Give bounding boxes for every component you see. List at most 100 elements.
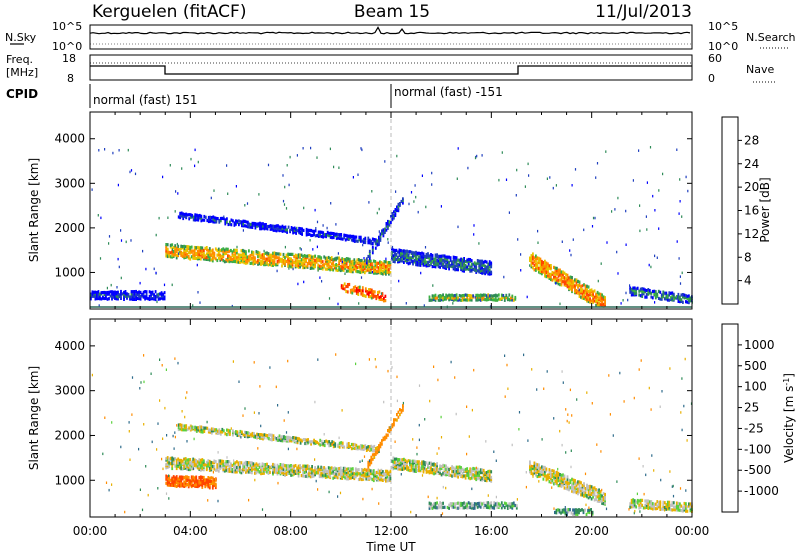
- echo-cell: [627, 298, 629, 302]
- echo-cell: [314, 468, 316, 472]
- echo-cell: [345, 284, 348, 289]
- echo-cell: [662, 295, 665, 299]
- echo-cell: [604, 499, 606, 503]
- echo-cell: [216, 467, 219, 471]
- echo-cell: [257, 260, 259, 264]
- echo-cell: [547, 267, 549, 271]
- echo-cell: [466, 467, 469, 471]
- echo-cell: [369, 265, 372, 269]
- echo-cell: [482, 262, 485, 266]
- echo-cell: [165, 251, 168, 255]
- frequency-panel: Freq. [MHz] 18 8 60 0 Nave: [6, 52, 775, 85]
- echo-cell: [493, 501, 496, 505]
- echo-cell: [574, 278, 576, 282]
- echo-cell: [530, 471, 533, 476]
- echo-cell: [189, 251, 192, 255]
- echo-cell: [581, 296, 584, 300]
- echo-cell: [410, 468, 413, 472]
- echo-cell: [386, 270, 389, 275]
- echo-cell: [448, 298, 450, 302]
- echo-cell: [172, 457, 175, 461]
- echo-cell: [557, 478, 560, 482]
- echo-cell: [536, 470, 539, 475]
- echo-cell: [475, 262, 478, 266]
- echo-cell: [555, 184, 557, 187]
- echo-cell: [533, 468, 536, 472]
- echo-cell: [402, 401, 404, 405]
- y-tick-label: 4000: [54, 132, 85, 146]
- echo-cell: [284, 185, 286, 189]
- echo-cell: [496, 503, 499, 508]
- echo-cell: [377, 266, 380, 270]
- echo-cell: [258, 462, 261, 466]
- echo-cell: [235, 222, 237, 226]
- echo-cell: [321, 267, 324, 271]
- echo-cell: [430, 468, 432, 472]
- echo-cell: [332, 262, 335, 266]
- echo-cell: [332, 470, 335, 474]
- echo-cell: [302, 254, 304, 259]
- echo-cell: [470, 265, 473, 270]
- echo-cell: [385, 433, 388, 437]
- echo-cell: [541, 438, 543, 441]
- echo-cell: [201, 218, 204, 222]
- echo-cell: [663, 506, 666, 510]
- echo-cell: [436, 255, 438, 259]
- echo-cell: [308, 472, 310, 477]
- echo-cell: [197, 214, 200, 218]
- echo-cell: [648, 386, 650, 390]
- echo-cell: [359, 446, 362, 450]
- echo-cell: [445, 255, 447, 259]
- echo-cell: [362, 447, 365, 451]
- echo-cell: [294, 471, 297, 475]
- echo-cell: [680, 504, 683, 508]
- echo-cell: [379, 262, 381, 266]
- echo-cell: [401, 461, 404, 465]
- echo-cell: [539, 261, 542, 265]
- echo-cell: [488, 473, 491, 477]
- echo-cell: [431, 294, 434, 298]
- echo-cell: [484, 478, 487, 482]
- echo-cell: [525, 471, 527, 474]
- echo-cell: [162, 175, 164, 179]
- echo-cell: [355, 287, 358, 291]
- echo-cell: [368, 463, 371, 467]
- echo-cell: [165, 492, 168, 495]
- echo-cell: [177, 192, 179, 195]
- echo-cell: [153, 267, 155, 271]
- echo-cell: [463, 293, 465, 298]
- echo-cell: [254, 256, 256, 260]
- echo-cell: [412, 463, 414, 467]
- echo-cell: [433, 468, 435, 472]
- echo-cell: [193, 249, 196, 253]
- echo-cell: [563, 474, 566, 478]
- echo-cell: [374, 265, 377, 269]
- echo-cell: [145, 294, 148, 298]
- echo-cell: [619, 371, 621, 375]
- echo-cell: [542, 473, 545, 477]
- echo-cell: [198, 481, 201, 485]
- echo-cell: [231, 468, 234, 472]
- echo-cell: [332, 260, 335, 264]
- echo-cell: [199, 478, 202, 482]
- echo-cell: [186, 213, 189, 217]
- echo-cell: [363, 455, 366, 458]
- echo-cell: [129, 295, 131, 299]
- echo-cell: [218, 220, 221, 224]
- echo-cell: [319, 276, 321, 279]
- echo-cell: [341, 472, 344, 476]
- echo-cell: [599, 299, 602, 303]
- echo-cell: [287, 259, 289, 263]
- echo-cell: [178, 466, 181, 470]
- echo-cell: [517, 238, 519, 241]
- echo-cell: [197, 426, 200, 430]
- echo-cell: [292, 229, 294, 233]
- echo-cell: [328, 444, 331, 448]
- echo-cell: [409, 462, 411, 466]
- echo-cell: [671, 508, 674, 512]
- echo-cell: [586, 295, 588, 299]
- echo-cell: [388, 426, 391, 430]
- echo-cell: [434, 255, 437, 259]
- echo-cell: [201, 253, 204, 257]
- echo-cell: [653, 291, 656, 296]
